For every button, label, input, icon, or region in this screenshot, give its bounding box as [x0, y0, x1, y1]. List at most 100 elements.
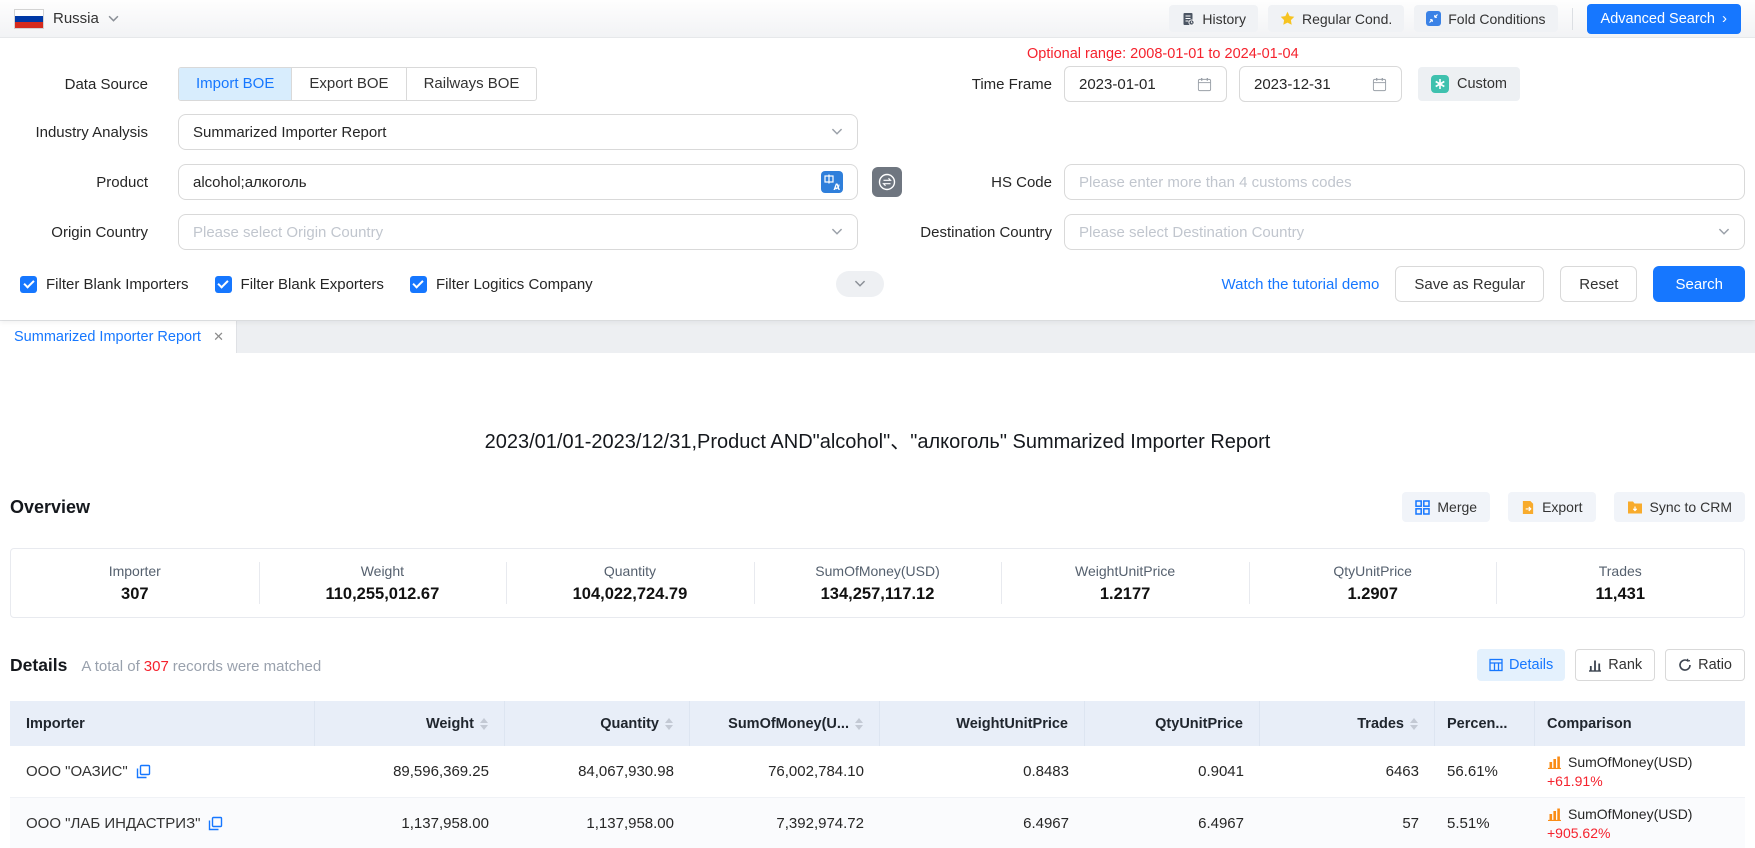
- industry-analysis-value: Summarized Importer Report: [193, 123, 387, 141]
- bar-chart-icon: [1548, 808, 1561, 821]
- chevron-down-icon: [1718, 228, 1730, 235]
- product-input[interactable]: [193, 173, 821, 191]
- tutorial-demo-link[interactable]: Watch the tutorial demo: [1221, 275, 1380, 293]
- weight-unit-price-cell: 6.4967: [1023, 815, 1069, 832]
- fold-conditions-button[interactable]: Fold Conditions: [1414, 5, 1558, 32]
- stat-qty-unit-price: QtyUnitPrice 1.2907: [1248, 549, 1497, 617]
- comparison-metric: SumOfMoney(USD): [1568, 805, 1693, 822]
- view-rank-label: Rank: [1608, 657, 1643, 673]
- sort-icon[interactable]: [1410, 717, 1418, 730]
- product-field[interactable]: A: [178, 164, 858, 200]
- data-source-label: Data Source: [64, 75, 148, 93]
- regular-cond-button[interactable]: Regular Cond.: [1267, 5, 1405, 32]
- collapse-conditions-button[interactable]: [836, 271, 884, 297]
- copy-icon[interactable]: [136, 764, 151, 779]
- col-header-comparison: Comparison: [1547, 715, 1632, 732]
- sum-of-money-cell: 7,392,974.72: [776, 815, 864, 832]
- overview-heading: Overview: [10, 496, 91, 517]
- export-button[interactable]: Export: [1508, 492, 1596, 522]
- qty-unit-price-cell: 0.9041: [1198, 763, 1244, 780]
- history-button[interactable]: History: [1169, 5, 1258, 32]
- date-to-field[interactable]: 2023-12-31: [1239, 66, 1402, 102]
- country-selector[interactable]: Russia: [14, 8, 119, 29]
- topbar-actions: History Regular Cond. Fold Conditions Ad…: [1159, 3, 1741, 34]
- tab-export-boe[interactable]: Export BOE: [291, 68, 405, 100]
- stat-value: 1.2177: [1099, 584, 1151, 603]
- stat-quantity: Quantity 104,022,724.79: [506, 549, 754, 617]
- details-heading: Details: [10, 654, 68, 675]
- stat-label: SumOfMoney(USD): [815, 562, 940, 579]
- translate-icon[interactable]: A: [821, 171, 843, 193]
- tab-import-boe[interactable]: Import BOE: [179, 68, 292, 100]
- destination-country-row: Destination Country Please select Destin…: [900, 214, 1745, 250]
- stat-label: Trades: [1598, 562, 1642, 579]
- country-name: Russia: [53, 10, 99, 27]
- tab-summarized-importer-report[interactable]: Summarized Importer Report ✕: [0, 321, 237, 353]
- details-total-line: A total of 307 records were matched: [81, 658, 321, 675]
- russia-flag-icon: [14, 8, 44, 29]
- view-details-button[interactable]: Details: [1476, 649, 1566, 681]
- merge-label: Merge: [1437, 499, 1478, 515]
- product-row: Product A: [0, 164, 902, 200]
- view-details-label: Details: [1508, 657, 1554, 673]
- chevron-down-icon: [831, 128, 843, 135]
- rank-icon: [1589, 660, 1602, 672]
- data-source-row: Data Source Import BOE Export BOE Railwa…: [0, 66, 538, 102]
- filter-blank-exporters-checkbox[interactable]: Filter Blank Exporters: [214, 275, 384, 293]
- advanced-search-button[interactable]: Advanced Search ›: [1586, 3, 1741, 34]
- importer-name-cell[interactable]: ООО "ЛАБ ИНДАСТРИЗ": [10, 798, 315, 848]
- product-label: Product: [96, 173, 148, 191]
- data-source-tabs: Import BOE Export BOE Railways BOE: [178, 67, 538, 101]
- view-rank-button[interactable]: Rank: [1575, 649, 1656, 681]
- filters-row: Filter Blank Importers Filter Blank Expo…: [20, 266, 593, 302]
- view-ratio-button[interactable]: Ratio: [1665, 649, 1745, 681]
- filter-blank-importers-checkbox[interactable]: Filter Blank Importers: [20, 275, 189, 293]
- sort-icon[interactable]: [480, 717, 488, 730]
- hs-code-label: HS Code: [991, 173, 1052, 191]
- search-button[interactable]: Search: [1653, 266, 1745, 302]
- stat-weight: Weight 110,255,012.67: [258, 549, 507, 617]
- industry-analysis-row: Industry Analysis Summarized Importer Re…: [0, 114, 858, 150]
- industry-analysis-select[interactable]: Summarized Importer Report: [178, 114, 858, 150]
- custom-range-button[interactable]: Custom: [1418, 67, 1520, 101]
- hs-code-input[interactable]: [1079, 173, 1730, 191]
- filter-logitics-company-checkbox[interactable]: Filter Logitics Company: [409, 275, 593, 293]
- origin-country-row: Origin Country Please select Origin Coun…: [0, 214, 858, 250]
- fold-icon: [1426, 11, 1442, 26]
- tab-railways-boe[interactable]: Railways BOE: [405, 68, 537, 100]
- sort-icon[interactable]: [665, 717, 673, 730]
- stat-value: 110,255,012.67: [325, 584, 440, 603]
- filter-blank-exporters-label: Filter Blank Exporters: [240, 275, 384, 293]
- calendar-icon: [1372, 77, 1387, 91]
- close-icon[interactable]: ✕: [213, 329, 224, 344]
- comparison-change: +61.91%: [1547, 772, 1603, 789]
- total-count: 307: [143, 657, 169, 675]
- quantity-cell: 84,067,930.98: [578, 763, 674, 780]
- chevron-down-icon: [831, 228, 843, 235]
- sync-to-crm-button[interactable]: Sync to CRM: [1613, 492, 1745, 522]
- destination-country-select[interactable]: Please select Destination Country: [1064, 214, 1745, 250]
- col-header-quantity: Quantity: [505, 701, 690, 746]
- importer-name-cell[interactable]: ООО "ОАЗИС": [10, 746, 315, 797]
- copy-icon[interactable]: [208, 816, 223, 831]
- origin-country-select[interactable]: Please select Origin Country: [178, 214, 858, 250]
- synonym-exchange-icon[interactable]: [872, 167, 902, 197]
- reset-button[interactable]: Reset: [1560, 266, 1638, 302]
- filter-logitics-company-label: Filter Logitics Company: [435, 275, 593, 293]
- total-suffix: records were matched: [172, 657, 322, 675]
- date-from-field[interactable]: 2023-01-01: [1064, 66, 1227, 102]
- merge-button[interactable]: Merge: [1402, 492, 1491, 522]
- save-as-regular-button[interactable]: Save as Regular: [1395, 266, 1545, 302]
- time-frame-label: Time Frame: [971, 75, 1052, 93]
- sort-icon[interactable]: [855, 717, 863, 730]
- origin-country-placeholder: Please select Origin Country: [193, 223, 384, 241]
- stat-weight-unit-price: WeightUnitPrice 1.2177: [1001, 549, 1249, 617]
- topbar-divider: [1571, 7, 1573, 30]
- hs-code-field[interactable]: [1064, 164, 1745, 200]
- col-header-importer: Importer: [10, 701, 315, 746]
- checkbox-checked-icon: [409, 275, 427, 293]
- qty-unit-price-cell: 6.4967: [1198, 815, 1244, 832]
- weight-unit-price-cell: 0.8483: [1023, 763, 1069, 780]
- overview-header-row: Overview Merge Export Sync to CRM: [10, 492, 1745, 522]
- table-header: Importer Weight Quantity SumOfMoney(U...…: [10, 701, 1745, 746]
